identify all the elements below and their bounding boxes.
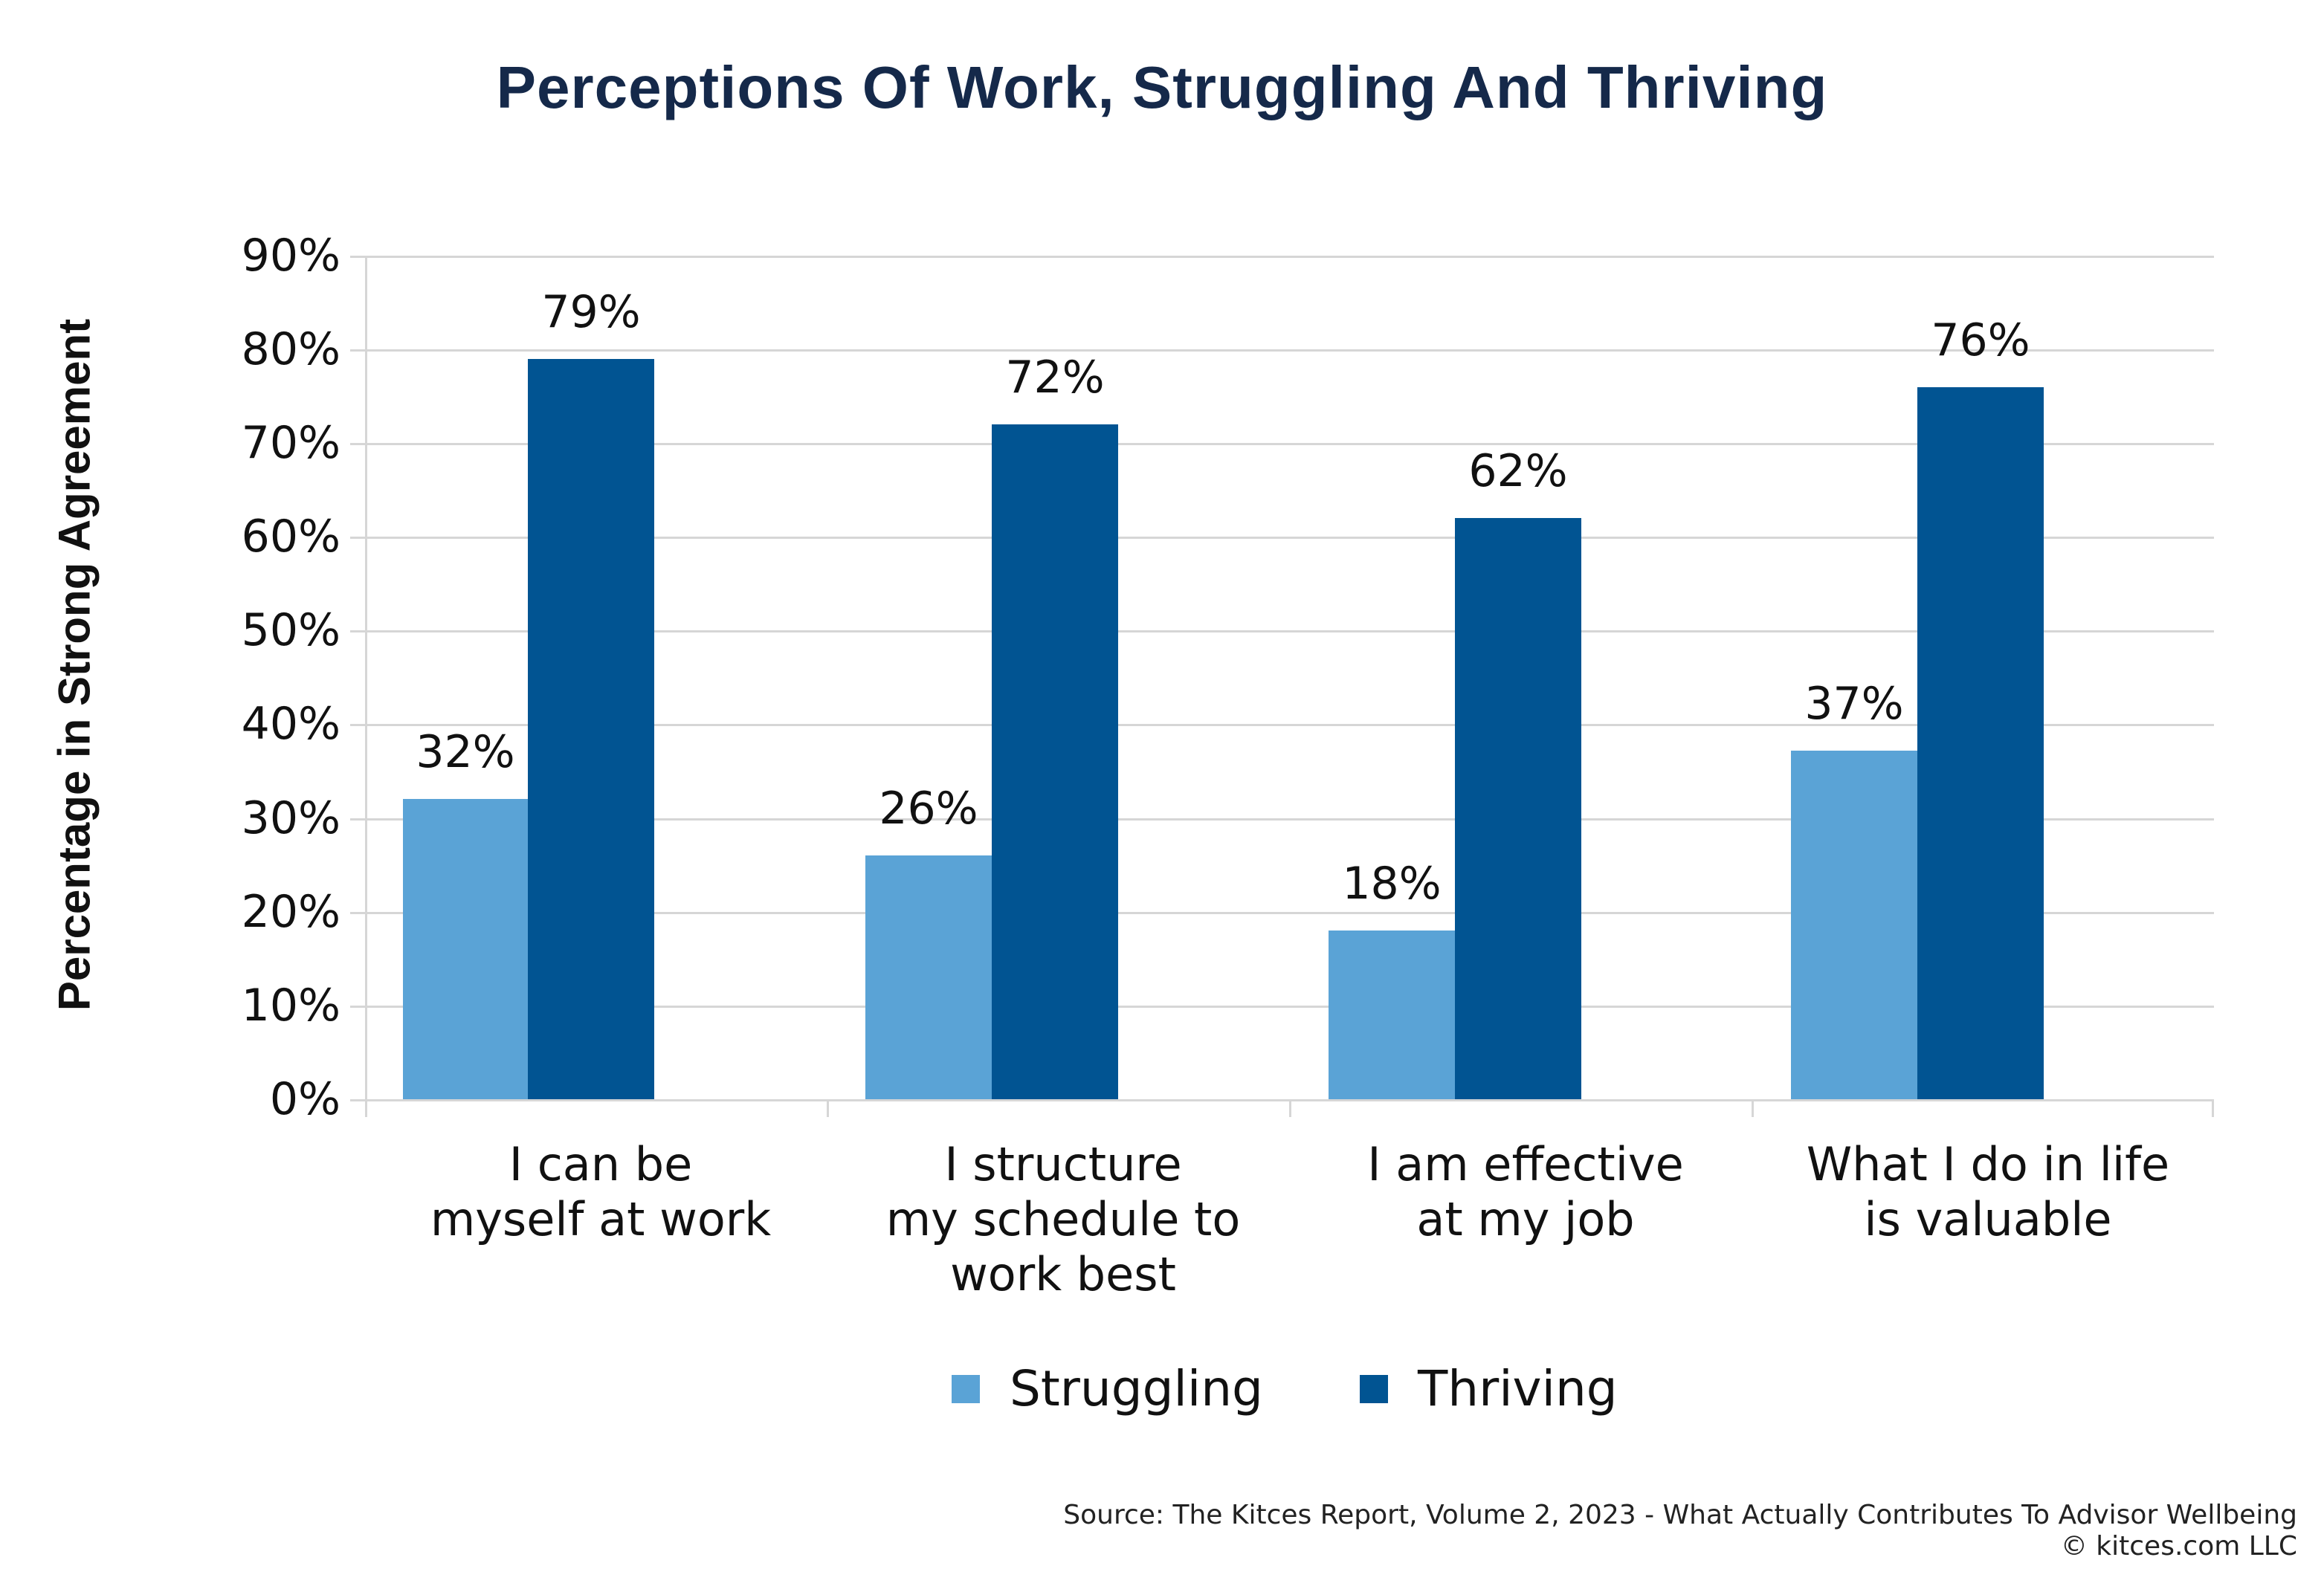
- gridline-50: [350, 630, 2214, 632]
- x-tick: [827, 1099, 829, 1117]
- bar-struggling-life-valuable: [1791, 751, 1917, 1099]
- category-line: myself at work: [430, 1192, 772, 1246]
- category-line: I am effective: [1367, 1137, 1684, 1191]
- category-line: is valuable: [1864, 1192, 2112, 1246]
- category-line: my schedule to: [885, 1192, 1241, 1246]
- y-tick-label: 40%: [241, 698, 340, 750]
- y-tick-label: 90%: [241, 230, 340, 282]
- bar-thriving-effective-at-job: [1455, 518, 1581, 1099]
- bar-value-label: 32%: [416, 726, 515, 778]
- category-label-structure-schedule: I structure my schedule to work best: [832, 1137, 1294, 1302]
- copyright-text: © kitces.com LLC: [2060, 1531, 2297, 1562]
- y-tick-label: 30%: [241, 792, 340, 844]
- category-line: at my job: [1416, 1192, 1635, 1246]
- category-label-myself-at-work: I can be myself at work: [369, 1137, 832, 1247]
- bar-thriving-myself-at-work: [528, 359, 654, 1099]
- y-tick-label: 20%: [241, 886, 340, 938]
- y-tick-label: 70%: [241, 417, 340, 469]
- chart-title: Perceptions Of Work, Struggling And Thri…: [496, 54, 1828, 120]
- gridline-90: [350, 256, 2214, 258]
- legend-swatch-struggling: [952, 1374, 980, 1403]
- gridline-80: [350, 349, 2214, 352]
- gridline-40: [350, 724, 2214, 726]
- bar-struggling-structure-schedule: [865, 855, 992, 1099]
- bar-value-label: 18%: [1342, 858, 1442, 910]
- gridline-70: [350, 443, 2214, 445]
- gridline-20: [350, 912, 2214, 914]
- y-tick-label: 10%: [241, 980, 340, 1032]
- y-tick-label: 60%: [241, 511, 340, 563]
- legend-label-thriving: Thriving: [1417, 1360, 1618, 1417]
- bar-value-label: 62%: [1468, 445, 1568, 497]
- bar-struggling-effective-at-job: [1329, 931, 1455, 1099]
- y-tick-label: 80%: [241, 323, 340, 375]
- category-line: I can be: [509, 1137, 693, 1191]
- gridline-10: [350, 1006, 2214, 1008]
- legend-item-struggling: Struggling: [952, 1360, 1263, 1417]
- bar-thriving-structure-schedule: [992, 424, 1118, 1099]
- plot-area: 90% 80% 70% 60% 50% 40% 30% 20% 10% 0% 3…: [242, 233, 2214, 1122]
- x-axis-line: [350, 1099, 2214, 1101]
- legend-swatch-thriving: [1359, 1374, 1388, 1403]
- gridline-30: [350, 818, 2214, 821]
- source-text: Source: The Kitces Report, Volume 2, 202…: [1063, 1500, 2297, 1530]
- y-tick-label: 50%: [241, 604, 340, 656]
- category-line: I structure: [944, 1137, 1182, 1191]
- legend-item-thriving: Thriving: [1359, 1360, 1618, 1417]
- x-tick: [2212, 1099, 2214, 1117]
- category-line: work best: [950, 1247, 1176, 1301]
- category-label-effective-at-job: I am effective at my job: [1294, 1137, 1757, 1247]
- category-line: What I do in life: [1806, 1137, 2170, 1191]
- source-footer: Source: The Kitces Report, Volume 2, 202…: [1063, 1500, 2297, 1562]
- y-axis-label: Percentage in Strong Agreement: [49, 318, 100, 1012]
- bar-value-label: 79%: [541, 286, 641, 338]
- bar-value-label: 37%: [1804, 678, 1904, 730]
- x-tick: [1289, 1099, 1291, 1117]
- bar-value-label: 26%: [879, 783, 978, 835]
- x-tick: [1752, 1099, 1754, 1117]
- y-tick-label: 0%: [269, 1073, 340, 1125]
- bar-value-label: 76%: [1931, 314, 2030, 366]
- category-label-life-valuable: What I do in life is valuable: [1757, 1137, 2219, 1247]
- legend-label-struggling: Struggling: [1010, 1360, 1263, 1417]
- bar-value-label: 72%: [1005, 352, 1105, 404]
- y-axis-line: [365, 256, 367, 1117]
- legend: Struggling Thriving: [952, 1360, 1714, 1417]
- gridline-60: [350, 537, 2214, 539]
- bar-struggling-myself-at-work: [403, 799, 528, 1099]
- bar-thriving-life-valuable: [1917, 387, 2044, 1099]
